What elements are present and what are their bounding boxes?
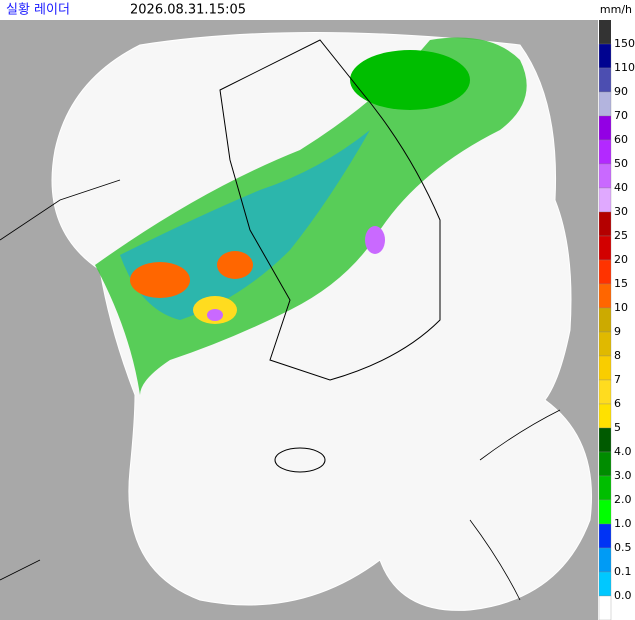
- title: 실황 레이더: [6, 3, 70, 18]
- legend-label: 15: [614, 277, 628, 290]
- legend-swatch: [598, 499, 612, 525]
- legend-label: 20: [614, 253, 628, 266]
- legend-label: 40: [614, 181, 628, 194]
- legend-swatch: [598, 451, 612, 477]
- legend-swatch: [598, 91, 612, 117]
- legend-swatch: [598, 139, 612, 165]
- radar-coverage: [51, 32, 593, 611]
- timestamp: 2026.08.31.15:05: [130, 3, 246, 18]
- coastline: [0, 179, 561, 601]
- legend-label: 8: [614, 349, 621, 362]
- legend-label: 3.0: [614, 469, 632, 482]
- legend-label: 70: [614, 109, 628, 122]
- legend-swatch: [598, 43, 612, 69]
- legend-swatch: [598, 379, 612, 405]
- legend-label: 110: [614, 61, 635, 74]
- legend-label: 25: [614, 229, 628, 242]
- legend-swatch: [598, 235, 612, 261]
- legend-label: 9: [614, 325, 621, 338]
- legend-label: 1.0: [614, 517, 632, 530]
- legend-label: 50: [614, 157, 628, 170]
- legend-label: 90: [614, 85, 628, 98]
- legend-swatch: [598, 211, 612, 237]
- legend-swatch: [598, 403, 612, 429]
- legend-top: [599, 20, 611, 44]
- map: [0, 20, 598, 620]
- unit: mm/h: [600, 3, 632, 16]
- legend-swatch: [598, 331, 612, 357]
- legend-label: 6: [614, 397, 621, 410]
- rain-area: [350, 50, 470, 110]
- legend-swatch: [598, 187, 612, 213]
- legend-label: 10: [614, 301, 628, 314]
- legend-label: 4.0: [614, 445, 632, 458]
- heavy-rain: [365, 226, 385, 254]
- legend-label: 30: [614, 205, 628, 218]
- legend-swatch: [598, 283, 612, 309]
- legend: 150 110 90 70 60 50 40 30 25 20 15 10 9 8 7 6 5 4.0 3.0 2.0…: [598, 37, 635, 620]
- legend-label: 150: [614, 37, 635, 50]
- legend-swatch: [598, 115, 612, 141]
- legend-swatch: [598, 427, 612, 453]
- coastline: [219, 39, 441, 381]
- legend-swatch: [598, 307, 612, 333]
- legend-swatch: [598, 547, 612, 573]
- header-bar: [0, 0, 635, 20]
- legend-swatch: [598, 67, 612, 93]
- legend-label: 7: [614, 373, 621, 386]
- legend-label: 5: [614, 421, 621, 434]
- legend-swatch: [598, 355, 612, 381]
- legend-label: 2.0: [614, 493, 632, 506]
- island: [274, 447, 326, 473]
- legend-label: 60: [614, 133, 628, 146]
- legend-label: 0.0: [614, 589, 632, 602]
- heavy-rain: [207, 309, 223, 321]
- legend-swatch: [598, 523, 612, 549]
- legend-swatch: [598, 571, 612, 597]
- legend-label: 0.5: [614, 541, 632, 554]
- legend-label: 0.1: [614, 565, 632, 578]
- legend-swatch: [598, 475, 612, 501]
- heavy-rain: [130, 262, 190, 298]
- heavy-rain: [217, 251, 253, 279]
- legend-swatch: [598, 163, 612, 189]
- legend-swatch: [598, 595, 612, 620]
- legend-swatch: [598, 259, 612, 285]
